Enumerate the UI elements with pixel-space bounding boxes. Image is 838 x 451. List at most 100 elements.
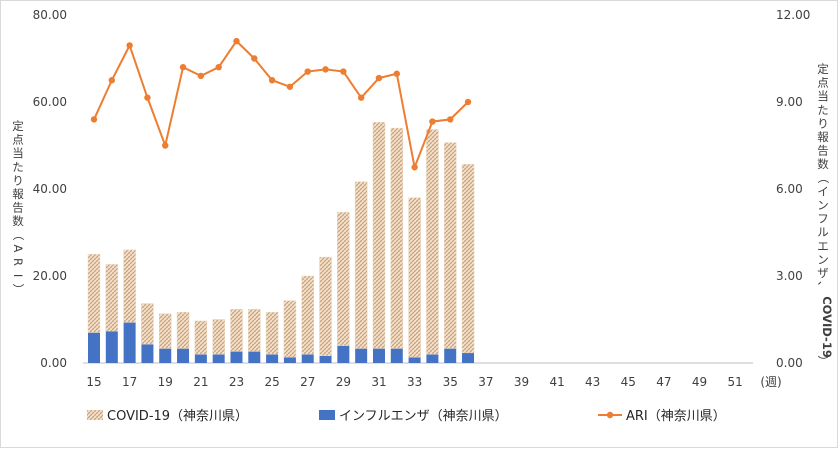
- y-left-tick-label: 80.00: [33, 8, 67, 22]
- x-tick-label: 43: [585, 375, 600, 389]
- bar-influenza: [390, 348, 403, 363]
- axis-label-char: り: [817, 116, 829, 130]
- axis-label-char: ル: [817, 225, 829, 239]
- bar-influenza: [408, 357, 421, 363]
- axis-label-char: 点: [817, 76, 829, 90]
- axis-label-char: （: [11, 229, 25, 241]
- bar-covid: [372, 122, 386, 349]
- bar-covid: [123, 249, 136, 323]
- axis-label-char: ン: [817, 252, 829, 266]
- y-right-tick-label: 12.00: [776, 8, 810, 22]
- bar-influenza: [444, 348, 457, 363]
- bar-influenza: [319, 355, 332, 363]
- axis-label-char: ）: [816, 355, 830, 367]
- bar-influenza: [177, 348, 190, 363]
- bar-influenza: [105, 331, 118, 363]
- point-ari: [464, 98, 472, 106]
- bar-influenza: [159, 348, 172, 363]
- legend-label-influenza: インフルエンザ（神奈川県）: [339, 409, 508, 424]
- bar-covid: [194, 320, 208, 355]
- axis-label-char: ザ: [817, 266, 829, 280]
- axis-label-char: 告: [12, 201, 24, 215]
- y-left-tick-label: 0.00: [40, 356, 67, 370]
- axis-label-char: R: [11, 258, 25, 266]
- x-tick-label: 29: [336, 375, 351, 389]
- point-ari: [304, 68, 311, 75]
- x-tick-label: 51: [728, 375, 743, 389]
- bar-covid: [390, 127, 404, 349]
- bar-influenza: [248, 351, 261, 363]
- y-right-tick-label: 9.00: [776, 95, 803, 109]
- legend-swatch-influenza: [319, 410, 335, 420]
- axis-label-char: イ: [817, 184, 829, 198]
- point-ari: [357, 94, 365, 101]
- y-left-tick-label: 60.00: [33, 95, 67, 109]
- axis-label-char: 当: [817, 89, 829, 103]
- x-tick-label: 19: [158, 375, 173, 389]
- axis-label-char: フ: [817, 212, 829, 226]
- bar-influenza: [337, 345, 350, 363]
- x-tick-label: 31: [371, 375, 386, 389]
- axis-label-char: 定: [817, 62, 829, 76]
- x-tick-label: 45: [621, 375, 636, 389]
- point-ari: [411, 164, 418, 171]
- axis-label-char: I: [11, 274, 25, 277]
- bar-covid: [265, 312, 279, 355]
- bar-influenza: [194, 354, 207, 363]
- bar-covid: [87, 254, 101, 333]
- point-ari: [126, 42, 133, 49]
- bar-covid: [105, 264, 119, 332]
- y-right-tick-label: 0.00: [776, 356, 803, 370]
- bar-covid: [212, 319, 225, 355]
- y-right-tick-label: 6.00: [776, 182, 803, 196]
- bar-covid: [141, 303, 154, 345]
- point-ari: [108, 77, 116, 84]
- point-ari: [162, 142, 169, 149]
- bar-influenza: [123, 322, 136, 363]
- axis-label-char: た: [817, 103, 829, 117]
- bar-influenza: [141, 344, 154, 363]
- bar-influenza: [266, 354, 279, 363]
- axis-label-char: 告: [817, 144, 829, 158]
- bar-covid: [319, 256, 332, 356]
- bar-influenza: [355, 348, 368, 363]
- bar-covid: [426, 129, 439, 355]
- bar-covid: [301, 275, 314, 355]
- x-tick-label: 21: [193, 375, 208, 389]
- point-ari: [322, 66, 329, 73]
- y-left-tick-label: 20.00: [33, 269, 67, 283]
- x-tick-label: 47: [656, 375, 671, 389]
- axis-label-char: 数: [12, 214, 24, 228]
- axis-label-char: 定: [12, 119, 24, 133]
- bar-covid: [158, 313, 172, 349]
- axis-label-char: 点: [12, 133, 24, 147]
- bar-influenza: [301, 354, 314, 363]
- x-tick-label: 49: [692, 375, 707, 389]
- point-ari: [179, 63, 187, 71]
- x-tick-label: 35: [443, 375, 458, 389]
- y-right-tick-label: 3.00: [776, 269, 803, 283]
- x-tick-label: 39: [514, 375, 529, 389]
- bar-influenza: [283, 357, 296, 363]
- x-tick-label: 25: [264, 375, 279, 389]
- bar-covid: [176, 312, 190, 349]
- point-ari: [429, 118, 436, 125]
- legend-swatch-ari-marker: [606, 411, 614, 419]
- legend-label-ari: ARI（神奈川県）: [626, 409, 726, 424]
- axis-label-word: COVID-19: [820, 296, 834, 358]
- x-tick-label: 37: [478, 375, 493, 389]
- point-ari: [90, 116, 98, 123]
- legend-label-covid: COVID-19（神奈川県）: [107, 409, 248, 424]
- bar-covid: [354, 181, 368, 349]
- point-ari: [447, 116, 454, 123]
- axis-label-char: エ: [817, 239, 829, 253]
- bar-covid: [461, 164, 475, 354]
- point-ari: [375, 74, 383, 82]
- bar-covid: [443, 142, 457, 349]
- point-ari: [268, 77, 276, 84]
- line-ari: [93, 39, 469, 171]
